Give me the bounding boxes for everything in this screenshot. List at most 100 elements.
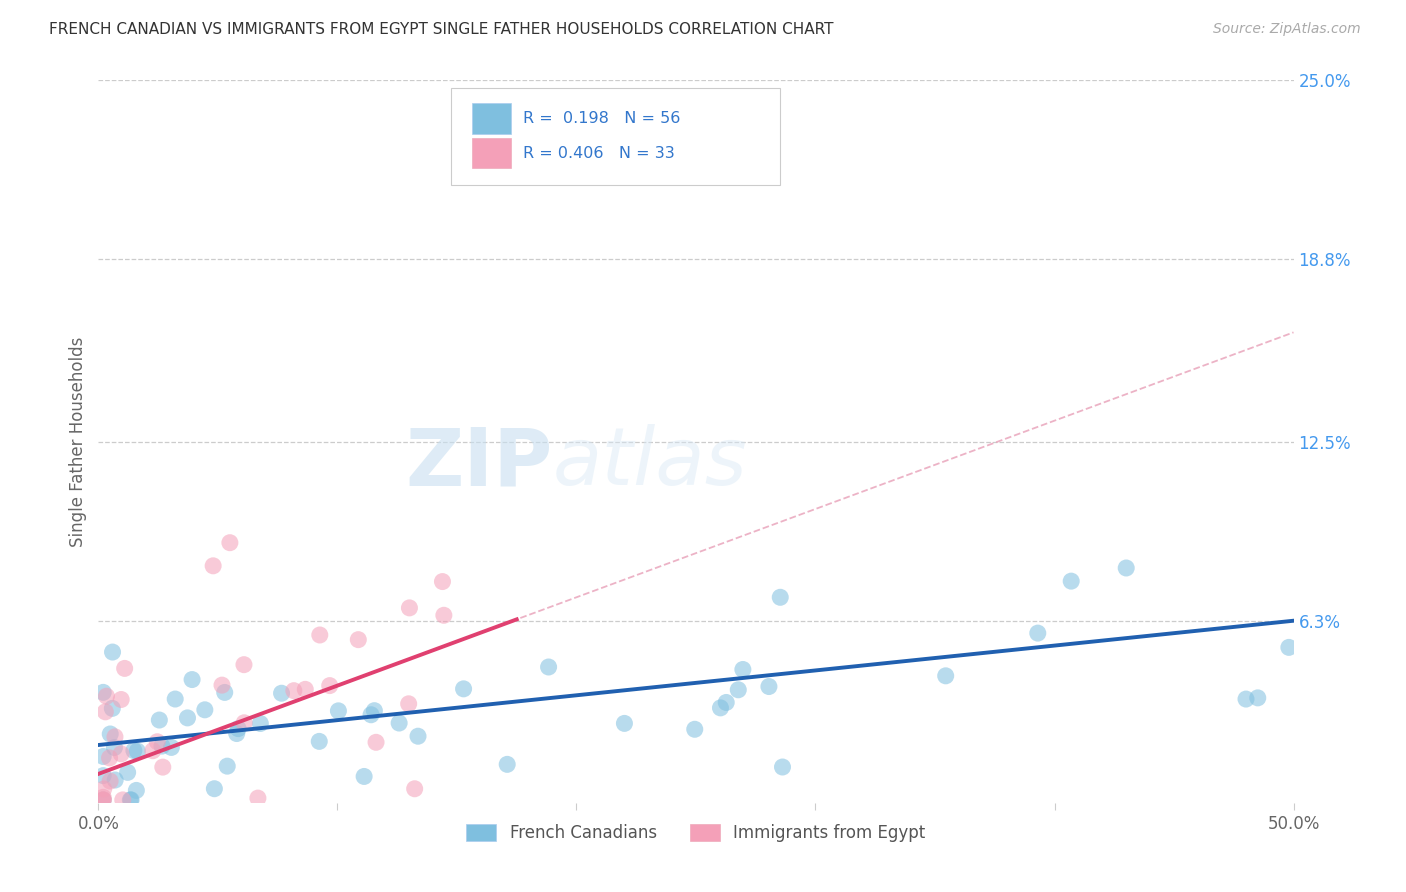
- Point: [122, 743, 145, 757]
- Point: [104, 772, 127, 787]
- Point: [683, 723, 706, 737]
- Point: [246, 791, 269, 805]
- Point: [98, 774, 121, 789]
- Point: [219, 535, 242, 549]
- Point: [233, 715, 256, 730]
- Point: [727, 682, 749, 697]
- Point: [165, 692, 187, 706]
- Point: [347, 632, 370, 647]
- Point: [1115, 561, 1137, 575]
- Point: [160, 740, 183, 755]
- Point: [308, 628, 330, 642]
- Point: [150, 739, 173, 753]
- Point: [353, 769, 375, 783]
- Text: R = 0.406   N = 33: R = 0.406 N = 33: [523, 146, 675, 161]
- Point: [935, 669, 957, 683]
- Point: [613, 716, 636, 731]
- Point: [453, 681, 475, 696]
- Point: [148, 713, 170, 727]
- Point: [146, 735, 169, 749]
- Point: [202, 781, 225, 796]
- Text: ZIP: ZIP: [405, 425, 553, 502]
- Point: [433, 608, 456, 623]
- Point: [1026, 626, 1049, 640]
- Point: [181, 673, 204, 687]
- Point: [91, 790, 114, 805]
- Point: [363, 704, 385, 718]
- Point: [98, 727, 121, 741]
- Point: [772, 760, 794, 774]
- Point: [716, 696, 738, 710]
- Point: [318, 679, 340, 693]
- Point: [270, 686, 292, 700]
- Point: [194, 703, 217, 717]
- Point: [537, 660, 560, 674]
- Point: [125, 783, 148, 797]
- Point: [211, 678, 233, 692]
- Point: [152, 760, 174, 774]
- Point: [283, 683, 305, 698]
- FancyBboxPatch shape: [472, 103, 510, 134]
- Point: [91, 769, 114, 783]
- Point: [1234, 692, 1257, 706]
- Point: [432, 574, 454, 589]
- Point: [731, 663, 754, 677]
- Point: [111, 793, 134, 807]
- Point: [91, 793, 114, 807]
- Point: [404, 781, 426, 796]
- Point: [233, 657, 256, 672]
- Point: [406, 729, 429, 743]
- Point: [769, 591, 792, 605]
- Point: [91, 793, 114, 807]
- Legend: French Canadians, Immigrants from Egypt: French Canadians, Immigrants from Egypt: [460, 817, 932, 848]
- Point: [127, 744, 149, 758]
- Point: [103, 740, 125, 755]
- Point: [328, 704, 350, 718]
- Point: [93, 782, 115, 797]
- Point: [110, 692, 132, 706]
- Point: [120, 793, 142, 807]
- Point: [226, 722, 249, 736]
- Point: [398, 697, 420, 711]
- Point: [398, 600, 420, 615]
- Point: [1060, 574, 1083, 588]
- Point: [142, 744, 165, 758]
- Point: [758, 680, 780, 694]
- Point: [98, 751, 121, 765]
- Point: [388, 716, 411, 731]
- Y-axis label: Single Father Households: Single Father Households: [69, 336, 87, 547]
- Point: [364, 735, 387, 749]
- FancyBboxPatch shape: [472, 138, 510, 169]
- Point: [214, 685, 236, 699]
- Point: [101, 645, 124, 659]
- Point: [308, 734, 330, 748]
- Point: [294, 682, 316, 697]
- Point: [91, 749, 114, 764]
- Point: [96, 690, 118, 704]
- Point: [225, 726, 247, 740]
- Point: [217, 759, 239, 773]
- Point: [94, 705, 117, 719]
- Text: atlas: atlas: [553, 425, 748, 502]
- Point: [101, 701, 124, 715]
- Point: [120, 793, 142, 807]
- Text: R =  0.198   N = 56: R = 0.198 N = 56: [523, 112, 681, 126]
- Point: [578, 102, 600, 116]
- Text: FRENCH CANADIAN VS IMMIGRANTS FROM EGYPT SINGLE FATHER HOUSEHOLDS CORRELATION CH: FRENCH CANADIAN VS IMMIGRANTS FROM EGYPT…: [49, 22, 834, 37]
- Point: [176, 711, 198, 725]
- Point: [496, 757, 519, 772]
- Point: [249, 716, 271, 731]
- Point: [114, 661, 136, 675]
- Point: [360, 707, 382, 722]
- Point: [1247, 690, 1270, 705]
- Point: [202, 558, 225, 573]
- FancyBboxPatch shape: [451, 87, 780, 185]
- Point: [104, 730, 127, 744]
- Point: [709, 701, 731, 715]
- Point: [91, 685, 114, 699]
- Point: [91, 793, 114, 807]
- Point: [1278, 640, 1301, 655]
- Point: [117, 765, 139, 780]
- Text: Source: ZipAtlas.com: Source: ZipAtlas.com: [1213, 22, 1361, 37]
- Point: [110, 747, 132, 761]
